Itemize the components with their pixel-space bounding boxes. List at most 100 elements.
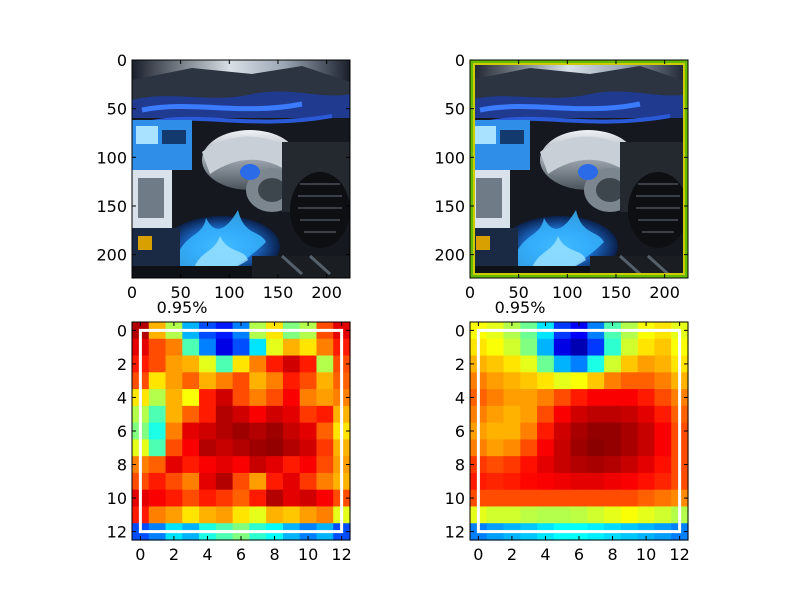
heatmap-cell: [249, 338, 267, 357]
panel-3-title: 0.95%: [157, 298, 208, 317]
x-tick-label: 150: [263, 283, 294, 302]
heatmap-cell: [316, 355, 334, 373]
heatmap-cell: [520, 456, 538, 474]
heatmap-cell: [299, 338, 318, 357]
y-tick-label: 150: [96, 197, 127, 216]
heatmap-cell: [165, 422, 183, 440]
x-tick-label: 8: [269, 545, 279, 564]
heatmap-cell: [165, 489, 183, 508]
heatmap-cell: [587, 456, 605, 474]
heatmap-cell: [182, 372, 200, 390]
heatmap-cell: [165, 372, 183, 390]
heatmap-cell: [537, 422, 555, 440]
heatmap-cell: [148, 489, 167, 508]
heatmap-cell: [232, 439, 250, 457]
heatmap-cell: [232, 489, 250, 508]
heatmap-cell: [182, 355, 200, 373]
heatmap-cell: [654, 372, 672, 390]
x-tick-label: 100: [214, 283, 245, 302]
heatmap-cell: [503, 489, 521, 508]
x-tick-label: 0: [127, 283, 137, 302]
y-tick-label: 100: [434, 148, 465, 167]
heatmap-cell: [182, 456, 200, 474]
heatmap-cell: [249, 472, 267, 491]
heatmap-cell: [486, 355, 505, 373]
heatmap-cell: [266, 422, 284, 440]
heatmap-cell: [587, 338, 605, 357]
heatmap-cell: [537, 338, 555, 357]
heatmap-cells: [132, 322, 351, 541]
heatmap-cell: [654, 389, 672, 407]
heatmap-cell: [299, 355, 318, 373]
heatmap-cell: [637, 506, 656, 524]
heatmap-cell: [570, 355, 588, 373]
heatmap-cell: [215, 405, 234, 424]
heatmap-cell: [604, 355, 622, 373]
heatmap-cell: [215, 506, 234, 524]
heatmap-cell: [215, 422, 234, 440]
x-tick-label: 4: [202, 545, 212, 564]
heatmap-cell: [537, 389, 555, 407]
x-tick-label: 100: [552, 283, 583, 302]
x-tick-label: 2: [169, 545, 179, 564]
x-tick-label: 10: [298, 545, 318, 564]
heatmap-cell: [587, 472, 605, 491]
x-tick-label: 200: [311, 283, 342, 302]
heatmap-cell: [486, 489, 505, 508]
y-tick-label: 0: [117, 51, 127, 70]
heatmap-cell: [520, 405, 538, 424]
heatmap-cell: [570, 405, 588, 424]
heatmap-cell: [637, 489, 656, 508]
y-tick-label: 50: [107, 100, 127, 119]
heatmap-cell: [503, 389, 521, 407]
heatmap-cell: [165, 506, 183, 524]
engine-photo-boxed: [470, 60, 688, 278]
heatmap-cell: [637, 422, 656, 440]
x-tick-label: 4: [540, 545, 550, 564]
heatmap-cell: [299, 439, 318, 457]
heatmap-cell: [520, 472, 538, 491]
heatmap-cell: [520, 355, 538, 373]
heatmap-cell: [232, 372, 250, 390]
heatmap-cell: [215, 456, 234, 474]
heatmap-cell: [182, 439, 200, 457]
heatmap-cell: [182, 489, 200, 508]
heatmap-cell: [299, 456, 318, 474]
heatmap-cell: [266, 489, 284, 508]
heatmap-cell: [249, 355, 267, 373]
heatmap-cell: [282, 472, 301, 491]
heatmap-cell: [587, 405, 605, 424]
axes-frame: [131, 59, 351, 279]
heatmap-cell: [654, 439, 672, 457]
heatmap-cell: [316, 506, 334, 524]
heatmap-cell: [553, 456, 572, 474]
heatmap-cell: [654, 338, 672, 357]
heatmap-cell: [249, 506, 267, 524]
heatmap-cell: [503, 456, 521, 474]
x-tick-label: 50: [170, 283, 190, 302]
y-tick-label: 0: [455, 321, 465, 340]
heatmap-cell: [570, 422, 588, 440]
x-tick-label: 0: [135, 545, 145, 564]
heatmap-cell: [232, 405, 250, 424]
heatmap-cell: [282, 506, 301, 524]
heatmap-cell: [570, 389, 588, 407]
heatmap-cell: [266, 456, 284, 474]
heatmap-cell: [232, 506, 250, 524]
x-tick-label: 150: [601, 283, 632, 302]
heatmap-cell: [654, 489, 672, 508]
heatmap-cell: [148, 456, 167, 474]
heatmap-cell: [282, 372, 301, 390]
y-tick-label: 2: [455, 355, 465, 374]
heatmap-cell: [537, 439, 555, 457]
y-tick-label: 4: [117, 388, 127, 407]
y-tick-label: 0: [117, 321, 127, 340]
heatmap-cell: [654, 456, 672, 474]
y-tick-label: 10: [107, 489, 127, 508]
heatmap-cell: [553, 389, 572, 407]
heatmap-cell: [486, 405, 505, 424]
heatmap-cell: [537, 372, 555, 390]
heatmap-cell: [316, 422, 334, 440]
heatmap-cell: [148, 422, 167, 440]
heatmap-cell: [182, 405, 200, 424]
